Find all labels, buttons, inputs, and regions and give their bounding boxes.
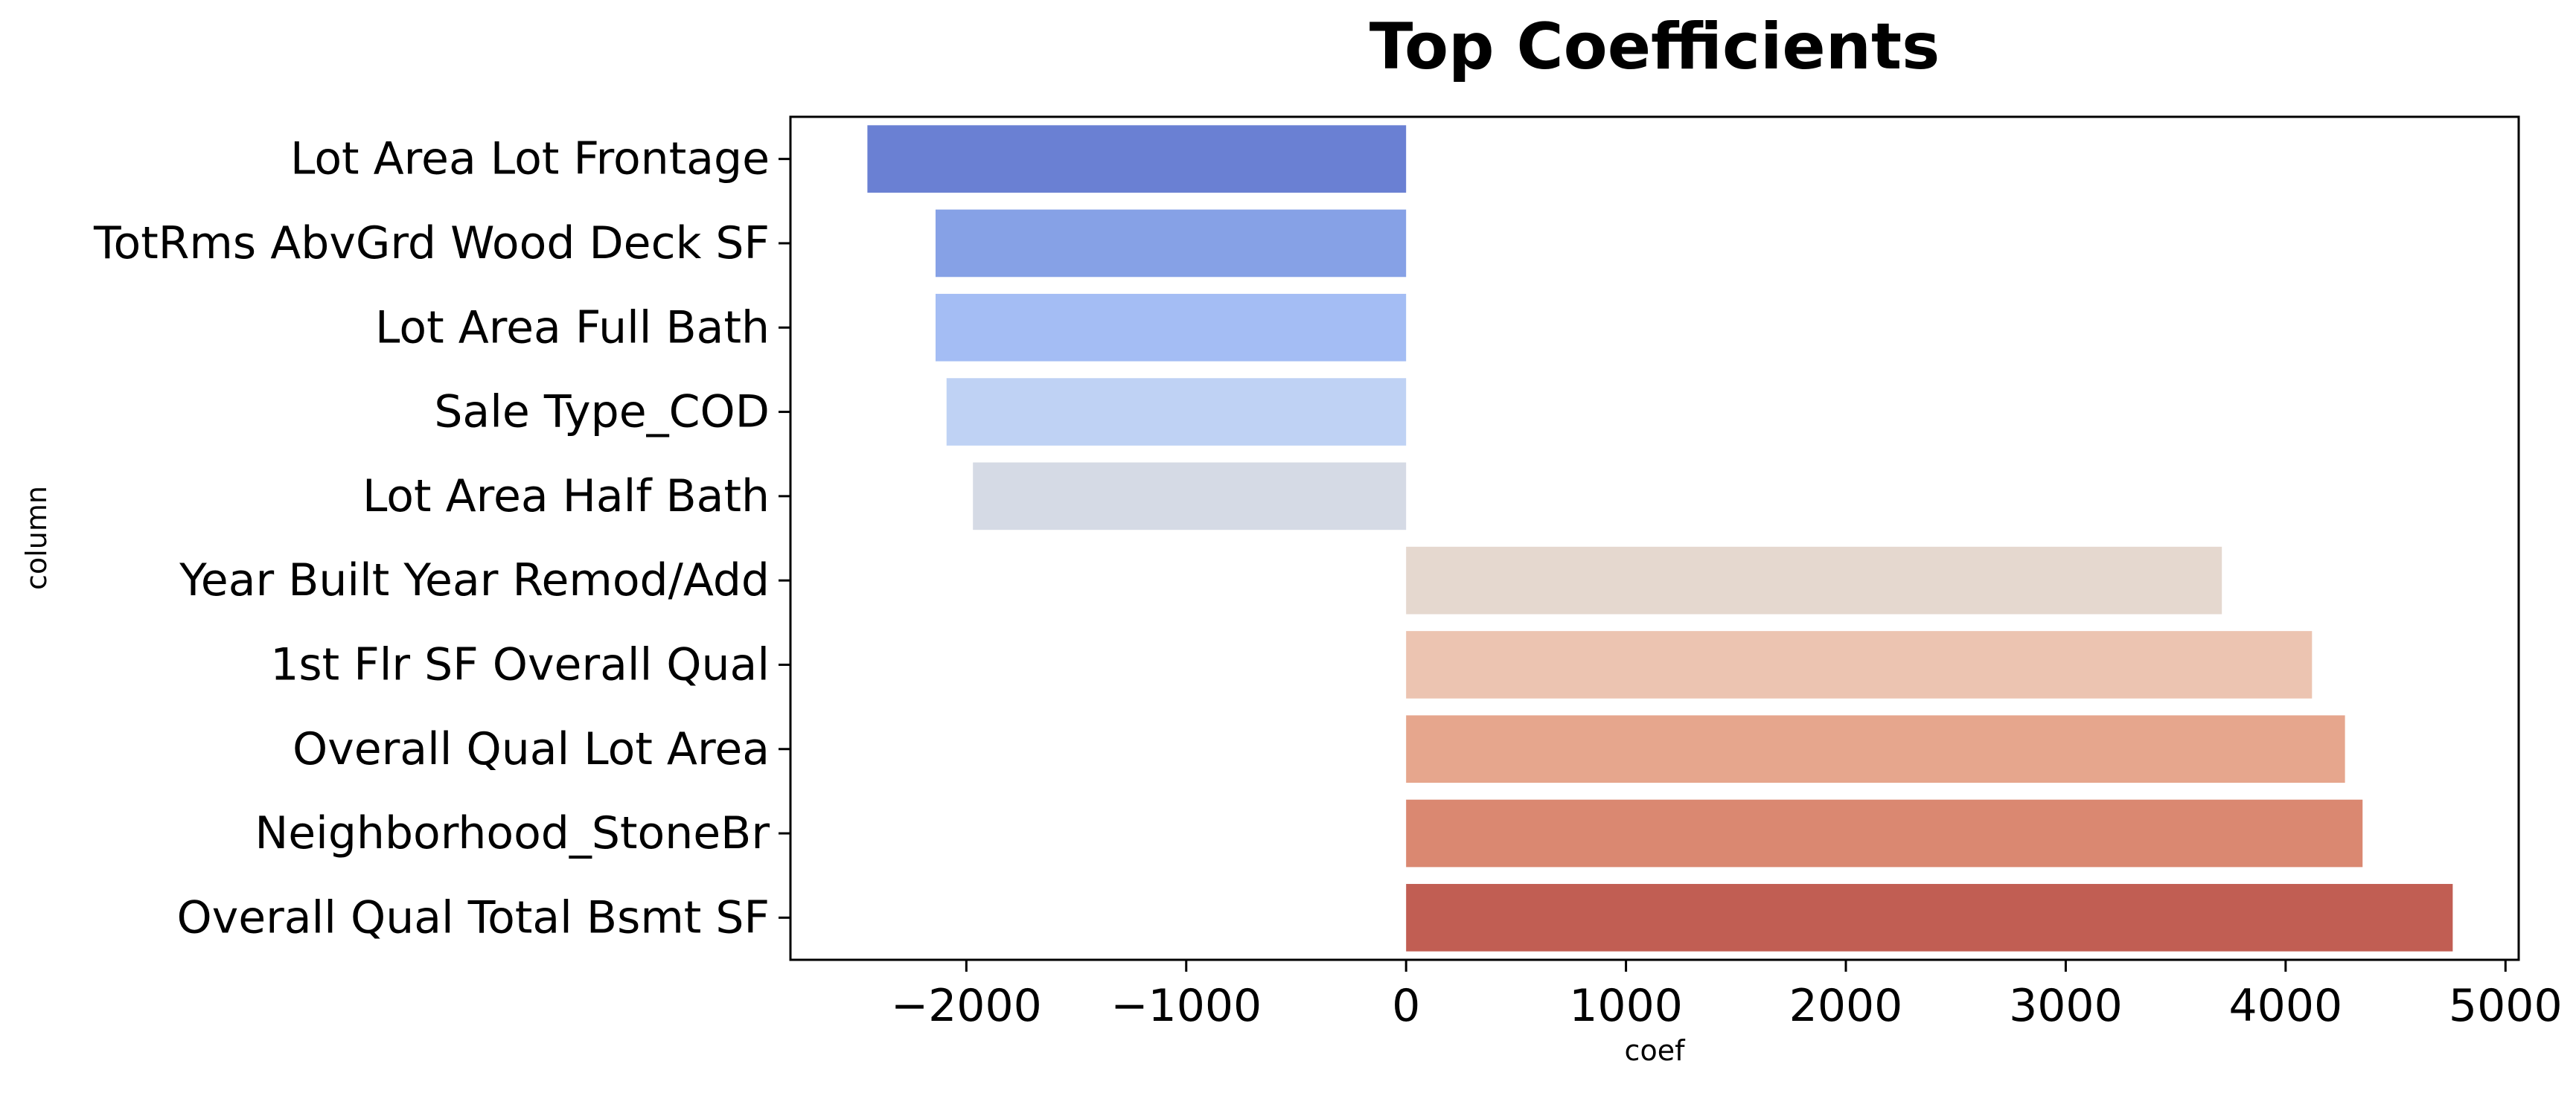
y-tick-label: Overall Qual Lot Area xyxy=(293,723,770,775)
x-tick-label: 4000 xyxy=(2229,980,2343,1032)
x-tick-label: −2000 xyxy=(891,980,1042,1032)
x-tick-label: 3000 xyxy=(2009,980,2123,1032)
bar-6 xyxy=(1406,631,2313,699)
x-tick-label: 2000 xyxy=(1789,980,1903,1032)
x-tick-label: 5000 xyxy=(2449,980,2563,1032)
y-tick-label: Overall Qual Total Bsmt SF xyxy=(176,891,770,943)
x-tick-label: 0 xyxy=(1392,980,1420,1032)
bar-5 xyxy=(1406,546,2222,615)
x-ticks-layer: −2000 −1000 0 1000 2000 3000 4000 5000 xyxy=(891,960,2563,1032)
bar-8 xyxy=(1406,799,2363,868)
y-tick-label: Neighborhood_StoneBr xyxy=(255,807,770,859)
y-tick-label: Lot Area Half Bath xyxy=(362,470,770,522)
bar-3 xyxy=(946,378,1407,446)
plot-frame xyxy=(789,115,2520,961)
x-tick-label: 1000 xyxy=(1569,980,1683,1032)
y-tick-label: Lot Area Full Bath xyxy=(375,301,770,353)
bar-7 xyxy=(1406,715,2345,783)
chart-title: Top Coefficients xyxy=(1370,10,1940,84)
y-tick-label: TotRms AbvGrd Wood Deck SF xyxy=(93,217,770,269)
bars-layer xyxy=(867,125,2453,952)
y-ticks-layer: Lot Area Lot Frontage TotRms AbvGrd Wood … xyxy=(93,133,790,943)
y-tick-label: Lot Area Lot Frontage xyxy=(290,133,770,185)
x-tick-label: −1000 xyxy=(1110,980,1262,1032)
y-axis-label: column xyxy=(20,486,53,590)
y-tick-label: Sale Type_COD xyxy=(434,386,770,438)
bar-4 xyxy=(973,462,1407,531)
y-tick-label: 1st Flr SF Overall Qual xyxy=(270,638,770,690)
bar-2 xyxy=(935,293,1407,362)
bar-1 xyxy=(935,209,1407,278)
bar-0 xyxy=(867,125,1407,193)
y-tick-label: Year Built Year Remod/Add xyxy=(179,554,770,606)
x-axis-label: coef xyxy=(1625,1034,1687,1067)
bar-9 xyxy=(1406,884,2453,952)
